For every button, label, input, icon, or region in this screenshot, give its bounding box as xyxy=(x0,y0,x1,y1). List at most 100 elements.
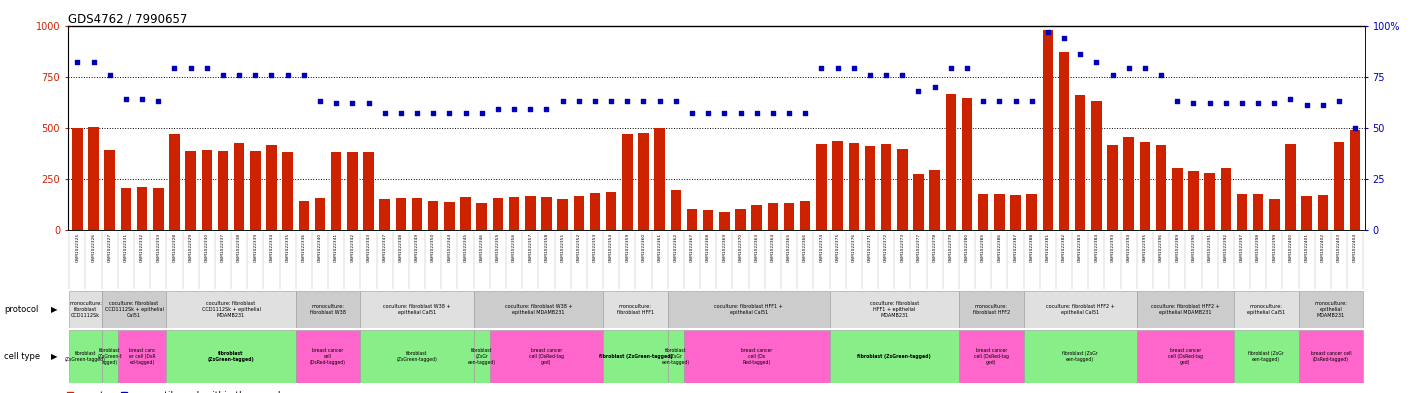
Text: GSM1022398: GSM1022398 xyxy=(1256,233,1261,262)
Point xyxy=(147,98,169,104)
Text: GSM1022389: GSM1022389 xyxy=(1176,233,1179,262)
Bar xyxy=(282,152,293,230)
Text: GSM1022330: GSM1022330 xyxy=(204,233,209,262)
Text: GSM1022392: GSM1022392 xyxy=(1224,233,1228,262)
Point xyxy=(324,100,347,107)
Text: GSM1022341: GSM1022341 xyxy=(334,233,338,262)
Text: GSM1022370: GSM1022370 xyxy=(739,233,743,262)
Text: GSM1022393: GSM1022393 xyxy=(1111,233,1114,262)
Text: GSM1022373: GSM1022373 xyxy=(901,233,904,262)
Point xyxy=(794,110,816,117)
Text: GSM1022396: GSM1022396 xyxy=(1159,233,1163,262)
Point xyxy=(584,98,606,104)
Bar xyxy=(1024,291,1136,328)
Point xyxy=(1246,100,1269,107)
Text: GSM1022350: GSM1022350 xyxy=(431,233,436,262)
Text: breast canc
er cell (DsR
ed-tagged): breast canc er cell (DsR ed-tagged) xyxy=(128,348,155,365)
Bar xyxy=(881,144,891,230)
Point xyxy=(761,110,784,117)
Point xyxy=(1296,102,1318,108)
Point xyxy=(131,96,154,102)
Text: GSM1022358: GSM1022358 xyxy=(544,233,548,262)
Bar xyxy=(914,174,924,230)
Text: GSM1022353: GSM1022353 xyxy=(594,233,596,262)
Bar xyxy=(166,330,296,383)
Bar xyxy=(361,330,474,383)
Point xyxy=(778,110,801,117)
Bar xyxy=(1221,167,1231,230)
Bar xyxy=(603,330,668,383)
Bar xyxy=(489,330,603,383)
Point xyxy=(567,98,589,104)
Bar xyxy=(444,202,454,230)
Text: fibroblast (ZsGr
een-tagged): fibroblast (ZsGr een-tagged) xyxy=(1062,351,1098,362)
Bar xyxy=(829,330,959,383)
Text: GSM1022378: GSM1022378 xyxy=(932,233,936,262)
Bar xyxy=(89,127,99,230)
Bar xyxy=(154,188,164,230)
Text: GSM1022401: GSM1022401 xyxy=(1304,233,1308,262)
Bar xyxy=(719,211,729,230)
Bar xyxy=(250,151,261,230)
Point xyxy=(439,110,461,117)
Point xyxy=(536,106,558,112)
Text: monoculture:
epithelial
MDAMB231: monoculture: epithelial MDAMB231 xyxy=(1314,301,1348,318)
Bar xyxy=(832,141,843,230)
Bar xyxy=(639,133,649,230)
Point xyxy=(664,98,687,104)
Bar xyxy=(557,199,568,230)
Text: coculture: fibroblast
HFF1 + epithelial
MDAMB231: coculture: fibroblast HFF1 + epithelial … xyxy=(870,301,919,318)
Bar xyxy=(1234,330,1299,383)
Text: monoculture:
fibroblast HFF1: monoculture: fibroblast HFF1 xyxy=(616,304,654,315)
Bar xyxy=(994,194,1004,230)
Text: GSM1022340: GSM1022340 xyxy=(319,233,321,262)
Bar xyxy=(379,199,391,230)
Point xyxy=(616,98,639,104)
Bar xyxy=(1136,291,1234,328)
Point xyxy=(1198,100,1221,107)
Bar xyxy=(829,291,959,328)
Text: GSM1022326: GSM1022326 xyxy=(92,233,96,262)
Bar xyxy=(69,291,102,328)
Text: fibroblast
(ZsGreen-tagged): fibroblast (ZsGreen-tagged) xyxy=(396,351,437,362)
Text: GSM1022402: GSM1022402 xyxy=(1321,233,1325,262)
Bar xyxy=(1124,137,1134,230)
Text: GSM1022404: GSM1022404 xyxy=(1354,233,1358,262)
Bar xyxy=(1349,130,1361,230)
Bar xyxy=(929,170,940,230)
Text: coculture: fibroblast
CCD1112Sk + epithelial
MDAMB231: coculture: fibroblast CCD1112Sk + epithe… xyxy=(202,301,261,318)
Bar xyxy=(622,134,633,230)
Text: monoculture:
fibroblast
CCD1112Sk: monoculture: fibroblast CCD1112Sk xyxy=(69,301,102,318)
Point xyxy=(454,110,477,117)
Text: count: count xyxy=(79,391,104,393)
Point xyxy=(956,65,979,72)
Text: protocol: protocol xyxy=(4,305,38,314)
Point xyxy=(988,98,1011,104)
Text: GSM1022403: GSM1022403 xyxy=(1337,233,1341,262)
Point xyxy=(939,65,962,72)
Point xyxy=(811,65,833,72)
Text: GSM1022379: GSM1022379 xyxy=(949,233,953,262)
Point xyxy=(503,106,526,112)
Text: GSM1022342: GSM1022342 xyxy=(350,233,354,262)
Text: GSM1022377: GSM1022377 xyxy=(916,233,921,262)
Bar xyxy=(509,197,519,230)
Text: coculture: fibroblast HFF2 +
epithelial MDAMB231: coculture: fibroblast HFF2 + epithelial … xyxy=(1151,304,1220,315)
Bar xyxy=(654,128,666,230)
Text: GSM1022325: GSM1022325 xyxy=(75,233,79,262)
Text: GSM1022385: GSM1022385 xyxy=(981,233,986,262)
Text: coculture: fibroblast W38 +
epithelial MDAMB231: coculture: fibroblast W38 + epithelial M… xyxy=(505,304,572,315)
Bar xyxy=(603,291,668,328)
Bar xyxy=(361,291,474,328)
Text: GSM1022355: GSM1022355 xyxy=(496,233,501,263)
Bar xyxy=(202,150,212,230)
Bar xyxy=(331,152,341,230)
Point xyxy=(341,100,364,107)
Text: breast cancer
cell (Ds
Red-tagged): breast cancer cell (Ds Red-tagged) xyxy=(742,348,773,365)
Text: GSM1022328: GSM1022328 xyxy=(172,233,176,262)
Text: fibroblast
(ZsGr
een-tagged): fibroblast (ZsGr een-tagged) xyxy=(661,348,689,365)
Text: GSM1022345: GSM1022345 xyxy=(464,233,468,262)
Bar xyxy=(169,134,179,230)
Bar xyxy=(1286,144,1296,230)
Text: ▶: ▶ xyxy=(51,352,58,361)
